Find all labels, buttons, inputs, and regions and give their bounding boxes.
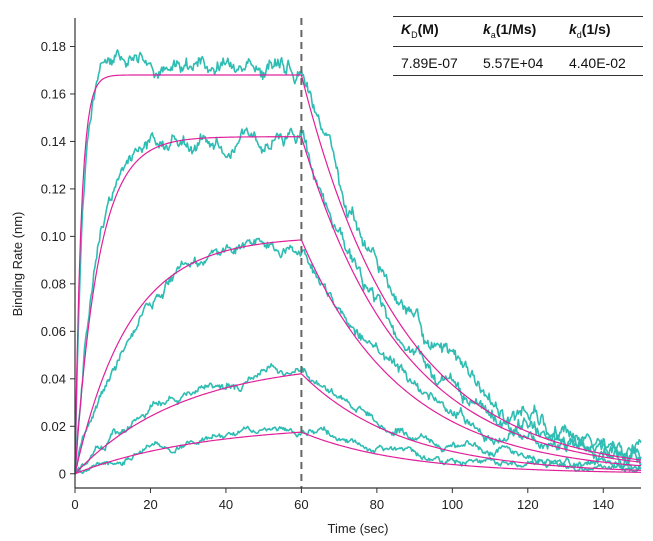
measured-series-line: [74, 425, 642, 475]
x-tick-label: 140: [592, 497, 614, 512]
header-ka-rate: ka(1/Ms): [475, 16, 561, 47]
kd-rate-value: 4.40E-02: [568, 54, 626, 71]
measured-series-line: [74, 127, 642, 473]
x-axis-title: Time (sec): [328, 521, 389, 536]
ticks: 0 20 40 60 80 100 120 140 0 0.02 0.04 0.06 0.08 0.10 0…: [41, 39, 614, 512]
y-tick-label: 0.06: [41, 324, 66, 339]
x-tick-label: 80: [370, 497, 384, 512]
y-tick-label: 0.02: [41, 419, 66, 434]
fit-series-line: [74, 373, 642, 475]
x-tick-label: 60: [294, 497, 308, 512]
fit-series-line: [74, 136, 642, 474]
header-kd-constant: KD(M): [393, 16, 475, 47]
table-header-row: KD(M) ka(1/Ms) kd(1/s): [393, 16, 643, 47]
ka-rate-value: 5.57E+04: [483, 54, 544, 71]
y-axis-title: Binding Rate (nm): [10, 212, 25, 317]
y-tick-label: 0.18: [41, 39, 66, 54]
fit-series-line: [74, 239, 642, 474]
table-row: 7.89E-07 5.57E+04 4.40E-02: [393, 46, 643, 76]
fit-series-line: [74, 74, 642, 474]
y-tick-label: 0.08: [41, 276, 66, 291]
x-tick-label: 40: [219, 497, 233, 512]
kinetics-table: KD(M) ka(1/Ms) kd(1/s) 7.89E-07 5.57E+04…: [393, 16, 643, 76]
x-tick-label: 20: [143, 497, 157, 512]
axes: [74, 18, 641, 489]
measured-series-line: [74, 49, 642, 471]
kd-constant-value: 7.89E-07: [401, 54, 458, 71]
y-tick-label: 0.14: [41, 134, 66, 149]
y-tick-label: 0.04: [41, 371, 66, 386]
x-tick-label: 100: [441, 497, 463, 512]
x-tick-label: 0: [71, 497, 78, 512]
y-tick-label: 0.12: [41, 181, 66, 196]
header-kd-rate: kd(1/s): [560, 16, 643, 47]
curves: [74, 18, 642, 488]
measured-series-line: [74, 237, 642, 475]
fit-series-line: [74, 431, 642, 475]
y-tick-label: 0: [59, 466, 66, 481]
x-tick-label: 120: [517, 497, 539, 512]
measured-series-line: [74, 363, 642, 474]
y-tick-label: 0.10: [41, 229, 66, 244]
y-tick-label: 0.16: [41, 86, 66, 101]
